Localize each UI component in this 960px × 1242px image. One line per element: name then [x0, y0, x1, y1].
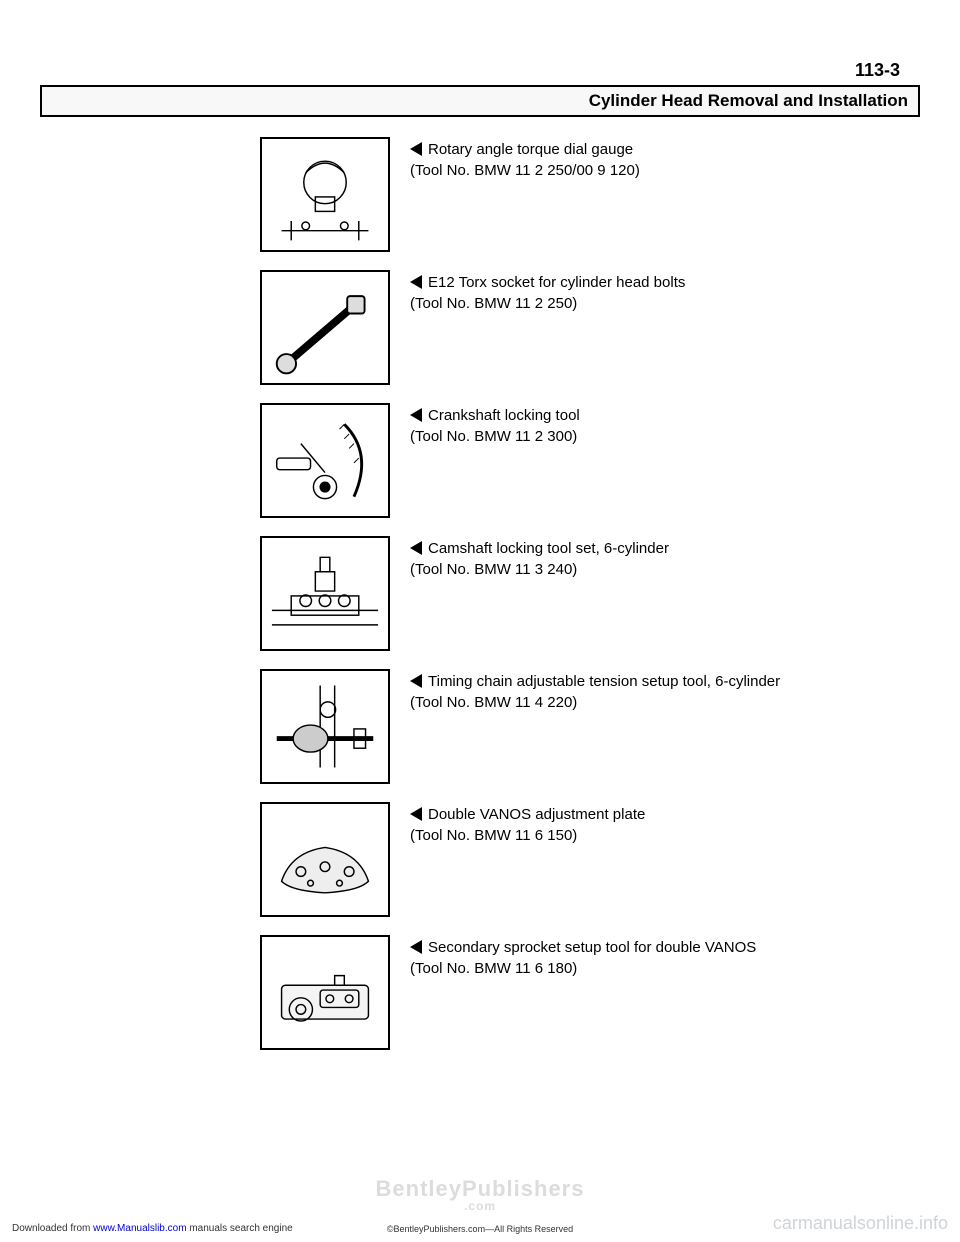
tool-row: Secondary sprocket setup tool for double…	[260, 935, 920, 1050]
tool-title: Crankshaft locking tool	[428, 407, 580, 424]
tool-number: (Tool No. BMW 11 6 150)	[410, 825, 645, 846]
tool-number: (Tool No. BMW 11 2 300)	[410, 426, 580, 447]
manualslib-link[interactable]: www.Manualslib.com	[93, 1223, 186, 1234]
tool-illustration	[260, 403, 390, 518]
tool-title: Secondary sprocket setup tool for double…	[428, 939, 756, 956]
tool-number: (Tool No. BMW 11 4 220)	[410, 692, 780, 713]
tool-number: (Tool No. BMW 11 6 180)	[410, 958, 756, 979]
page-number: 113-3	[40, 60, 920, 81]
arrow-icon	[410, 940, 422, 954]
footer-left: Downloaded from www.Manualslib.com manua…	[12, 1223, 293, 1234]
arrow-icon	[410, 408, 422, 422]
tool-title: Rotary angle torque dial gauge	[428, 141, 633, 158]
tool-row: E12 Torx socket for cylinder head bolts …	[260, 270, 920, 385]
tool-row: Rotary angle torque dial gauge (Tool No.…	[260, 137, 920, 252]
tool-number: (Tool No. BMW 11 3 240)	[410, 559, 669, 580]
tool-title: Double VANOS adjustment plate	[428, 806, 645, 823]
tool-number: (Tool No. BMW 11 2 250)	[410, 293, 685, 314]
tool-row: Camshaft locking tool set, 6-cylinder (T…	[260, 536, 920, 651]
footer-right-watermark: carmanualsonline.info	[773, 1213, 948, 1234]
tool-illustration	[260, 802, 390, 917]
tool-number: (Tool No. BMW 11 2 250/00 9 120)	[410, 160, 640, 181]
arrow-icon	[410, 807, 422, 821]
tool-list: Rotary angle torque dial gauge (Tool No.…	[40, 137, 920, 1050]
tool-title: E12 Torx socket for cylinder head bolts	[428, 274, 685, 291]
footer-copyright: ©BentleyPublishers.com—All Rights Reserv…	[387, 1224, 573, 1234]
tool-title: Camshaft locking tool set, 6-cylinder	[428, 540, 669, 557]
tool-row: Timing chain adjustable tension setup to…	[260, 669, 920, 784]
tool-illustration	[260, 137, 390, 252]
arrow-icon	[410, 142, 422, 156]
watermark: BentleyPublishers .com	[376, 1178, 585, 1212]
tool-row: Double VANOS adjustment plate (Tool No. …	[260, 802, 920, 917]
arrow-icon	[410, 674, 422, 688]
tool-illustration	[260, 669, 390, 784]
arrow-icon	[410, 541, 422, 555]
header-title: Cylinder Head Removal and Installation	[40, 85, 920, 117]
tool-title: Timing chain adjustable tension setup to…	[428, 673, 780, 690]
arrow-icon	[410, 275, 422, 289]
tool-illustration	[260, 270, 390, 385]
tool-row: Crankshaft locking tool (Tool No. BMW 11…	[260, 403, 920, 518]
tool-illustration	[260, 935, 390, 1050]
tool-illustration	[260, 536, 390, 651]
